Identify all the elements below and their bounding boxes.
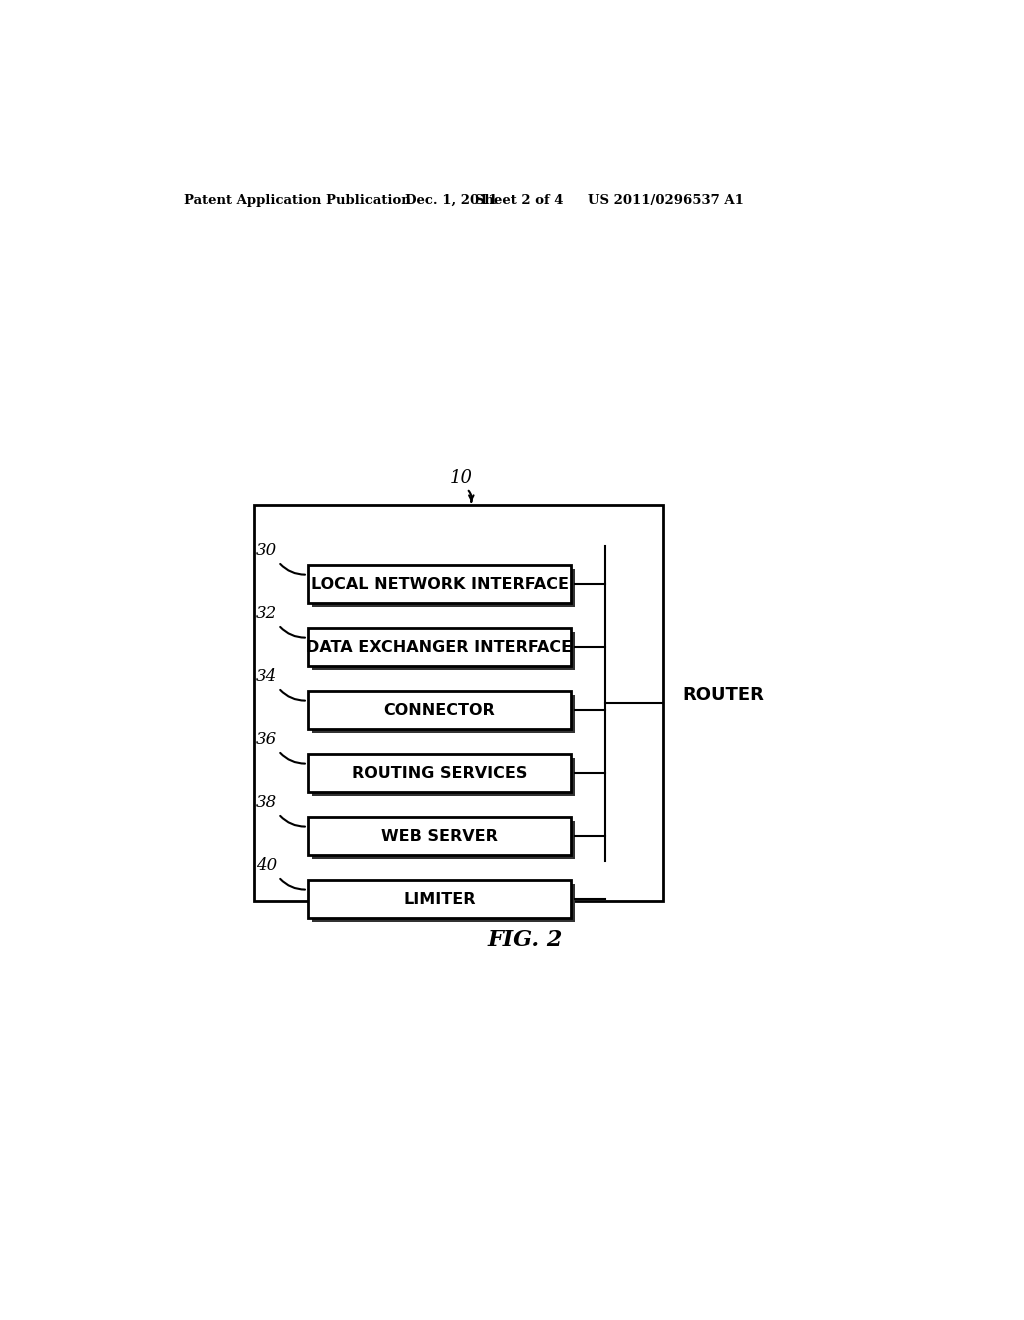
Text: 10: 10 [450, 469, 473, 487]
Text: ROUTING SERVICES: ROUTING SERVICES [352, 766, 527, 780]
Bar [311, 569, 575, 607]
Text: FIG. 2: FIG. 2 [487, 929, 562, 950]
Text: 30: 30 [256, 541, 276, 558]
Text: LOCAL NETWORK INTERFACE: LOCAL NETWORK INTERFACE [310, 577, 568, 591]
Text: Dec. 1, 2011: Dec. 1, 2011 [406, 194, 498, 207]
Bar [311, 758, 575, 796]
Text: Sheet 2 of 4: Sheet 2 of 4 [475, 194, 563, 207]
Bar [308, 628, 571, 667]
Text: 40: 40 [256, 857, 276, 874]
Bar [311, 694, 575, 734]
Text: 36: 36 [256, 731, 276, 747]
Bar [311, 632, 575, 671]
Bar [308, 565, 571, 603]
Text: US 2011/0296537 A1: US 2011/0296537 A1 [588, 194, 743, 207]
Bar [311, 884, 575, 923]
Text: 34: 34 [256, 668, 276, 685]
Bar [308, 690, 571, 730]
Text: ROUTER: ROUTER [682, 686, 764, 705]
Text: Patent Application Publication: Patent Application Publication [183, 194, 411, 207]
Text: 32: 32 [256, 605, 276, 622]
Text: CONNECTOR: CONNECTOR [384, 702, 496, 718]
Bar [308, 817, 571, 855]
Text: WEB SERVER: WEB SERVER [381, 829, 498, 843]
Text: DATA EXCHANGER INTERFACE: DATA EXCHANGER INTERFACE [306, 640, 572, 655]
Text: LIMITER: LIMITER [403, 891, 476, 907]
Bar [254, 506, 663, 902]
Bar [308, 880, 571, 919]
Text: 38: 38 [256, 793, 276, 810]
Bar [308, 754, 571, 792]
Bar [311, 821, 575, 859]
